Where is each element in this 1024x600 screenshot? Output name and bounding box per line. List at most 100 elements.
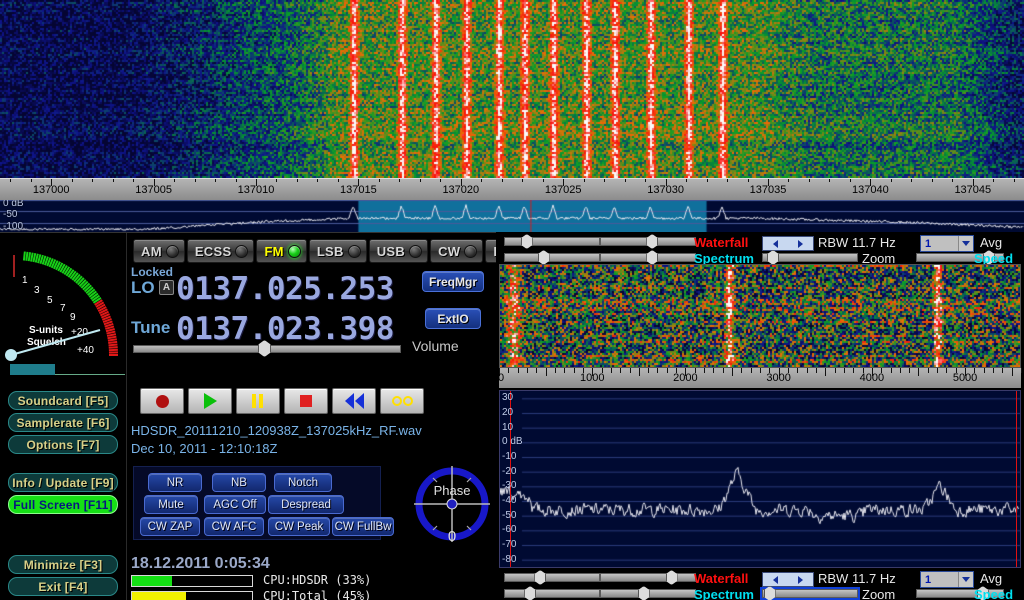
stop-button[interactable] (284, 388, 328, 414)
top-zoom-label: Zoom (862, 251, 896, 266)
mode-button-fm[interactable]: FM (256, 239, 307, 263)
sidebar-button-options[interactable]: Options [F7] (8, 435, 118, 454)
scale-label: 137020 (442, 184, 480, 196)
dsp-button-nr[interactable]: NR (148, 473, 202, 492)
dsp-button-nb[interactable]: NB (212, 473, 266, 492)
record-button[interactable] (140, 388, 184, 414)
audio-spectrum-plot[interactable]: 30 20 10 0 dB -10 -20 -30 -40 -50 -60 -70 -80 (499, 390, 1021, 568)
lo-frequency-value[interactable]: 0137.025.253 (176, 271, 394, 307)
scale-tick (849, 179, 851, 182)
dsp-button-despread[interactable]: Despread (268, 495, 344, 514)
cpu-total-text: CPU:Total (45%) (263, 589, 372, 600)
s-meter[interactable]: 1 3 5 7 9 +20 +40 S-units Squelch (0, 233, 126, 383)
squelch-track[interactable] (10, 364, 125, 375)
sidebar-button-full[interactable]: Full Screen [F11] (8, 495, 118, 514)
tune-frequency-value[interactable]: 0137.023.398 (176, 311, 394, 347)
cpu-total-fill (132, 592, 186, 600)
bottom-spectrum-contrast-knob[interactable] (524, 586, 537, 600)
audio-db-label: 20 (502, 407, 514, 418)
dsp-button-agc-off[interactable]: AGC Off (204, 495, 266, 514)
audio-db-label: -60 (502, 524, 517, 536)
bottom-speed-knob[interactable] (976, 586, 989, 600)
mode-button-lsb[interactable]: LSB (308, 239, 367, 263)
s-meter-tick (95, 301, 105, 308)
scale-tick (727, 179, 729, 182)
pause-button[interactable] (236, 388, 280, 414)
mode-button-ecss[interactable]: ECSS (186, 239, 255, 263)
main-spectrum-db-0: 0 dB (3, 200, 24, 209)
chevron-down-icon[interactable] (958, 572, 973, 587)
bottom-rbw-stepper[interactable] (762, 572, 814, 587)
bottom-waterfall-contrast-track[interactable] (504, 573, 600, 582)
locked-indicator: Locked (131, 265, 174, 279)
bottom-speed-track[interactable] (916, 589, 1004, 598)
s-meter-tick (108, 340, 118, 345)
bottom-waterfall-brightness-track[interactable] (600, 573, 696, 582)
play-button[interactable] (188, 388, 232, 414)
cpu-hdsdr-text: CPU:HDSDR (33%) (263, 573, 372, 587)
phase-scope[interactable]: Phase 0 (409, 461, 495, 547)
bottom-spectrum-brightness-knob[interactable] (637, 586, 650, 600)
top-waterfall-contrast-knob[interactable] (520, 234, 533, 249)
dsp-button-cw-zap[interactable]: CW ZAP (140, 517, 200, 536)
main-frequency-scale[interactable]: 137000 137005 137010 137015 137020 137025 1370… (0, 178, 1024, 200)
top-waterfall-brightness-knob[interactable] (646, 234, 659, 249)
top-rbw-stepper[interactable] (762, 236, 814, 251)
freq-manager-button[interactable]: FreqMgr (422, 271, 484, 292)
s-meter-tick (37, 254, 42, 264)
audio-scale-tick (648, 368, 650, 373)
top-spectrum-label: Spectrum (694, 251, 754, 266)
main-spectrum-display[interactable]: 0 dB -50 -100 (0, 200, 1024, 232)
audio-frequency-scale[interactable]: 0 1000 2000 3000 4000 5000 (498, 368, 1022, 388)
chevron-down-icon[interactable] (958, 236, 973, 251)
sidebar-button-samplerate[interactable]: Samplerate [F6] (8, 413, 118, 432)
top-avg-select[interactable]: 1 (920, 235, 974, 252)
s-meter-tick (85, 286, 94, 294)
mode-button-am[interactable]: AM (133, 239, 185, 263)
scale-tick (829, 179, 831, 182)
chevron-right-icon[interactable] (798, 575, 803, 584)
rewind-button[interactable] (332, 388, 376, 414)
s-meter-tick (82, 282, 91, 291)
audio-waterfall-display[interactable] (499, 264, 1021, 368)
scale-tick (112, 179, 114, 182)
top-spectrum-contrast-track[interactable] (504, 253, 600, 262)
dsp-button-mute[interactable]: Mute (144, 495, 198, 514)
bottom-zoom-track[interactable] (760, 587, 860, 600)
dsp-button-cw-peak[interactable]: CW Peak (268, 517, 330, 536)
s-meter-tick (27, 252, 32, 262)
bottom-waterfall-contrast-knob[interactable] (534, 570, 547, 585)
recording-date: Dec 10, 2011 - 12:10:18Z (131, 441, 278, 456)
sidebar-button-info[interactable]: Info / Update [F9] (8, 473, 118, 492)
mode-button-usb[interactable]: USB (368, 239, 429, 263)
lo-mode-badge[interactable]: A (159, 280, 174, 295)
recording-filename: HDSDR_20111210_120938Z_137025kHz_RF.wav (131, 423, 422, 438)
sidebar-button-minimize[interactable]: Minimize [F3] (8, 555, 118, 574)
chevron-left-icon[interactable] (773, 239, 778, 248)
bottom-waterfall-brightness-knob[interactable] (665, 570, 678, 585)
top-waterfall-contrast-track[interactable] (504, 237, 600, 246)
top-speed-track[interactable] (916, 253, 1004, 262)
chevron-right-icon[interactable] (798, 239, 803, 248)
mode-button-cw[interactable]: CW (430, 239, 484, 263)
squelch-level-bar[interactable] (10, 364, 55, 375)
scale-label: 137030 (647, 184, 684, 196)
right-panel: Waterfall RBW 11.7 Hz 1 Avg Spectrum Zoom Spee… (496, 232, 1024, 600)
top-zoom-track[interactable] (762, 253, 858, 262)
bottom-zoom-knob[interactable] (763, 586, 776, 600)
volume-slider-knob[interactable] (258, 340, 271, 357)
dsp-button-cw-fullbw[interactable]: CW FullBw (332, 517, 394, 536)
system-datetime: 18.12.2011 0:05:34 (131, 555, 270, 572)
bottom-spectrum-contrast-track[interactable] (504, 589, 600, 598)
sidebar-button-soundcard[interactable]: Soundcard [F5] (8, 391, 118, 410)
sidebar-button-exit[interactable]: Exit [F4] (8, 577, 118, 596)
bottom-avg-select[interactable]: 1 (920, 571, 974, 588)
main-waterfall-display[interactable] (0, 0, 1024, 178)
chevron-left-icon[interactable] (773, 575, 778, 584)
s-meter-tick-1: 1 (22, 275, 28, 286)
top-waterfall-label: Waterfall (694, 235, 749, 250)
dsp-button-cw-afc[interactable]: CW AFC (204, 517, 264, 536)
dsp-button-notch[interactable]: Notch (274, 473, 332, 492)
loop-button[interactable] (380, 388, 424, 414)
extio-button[interactable]: ExtIO (425, 308, 481, 329)
